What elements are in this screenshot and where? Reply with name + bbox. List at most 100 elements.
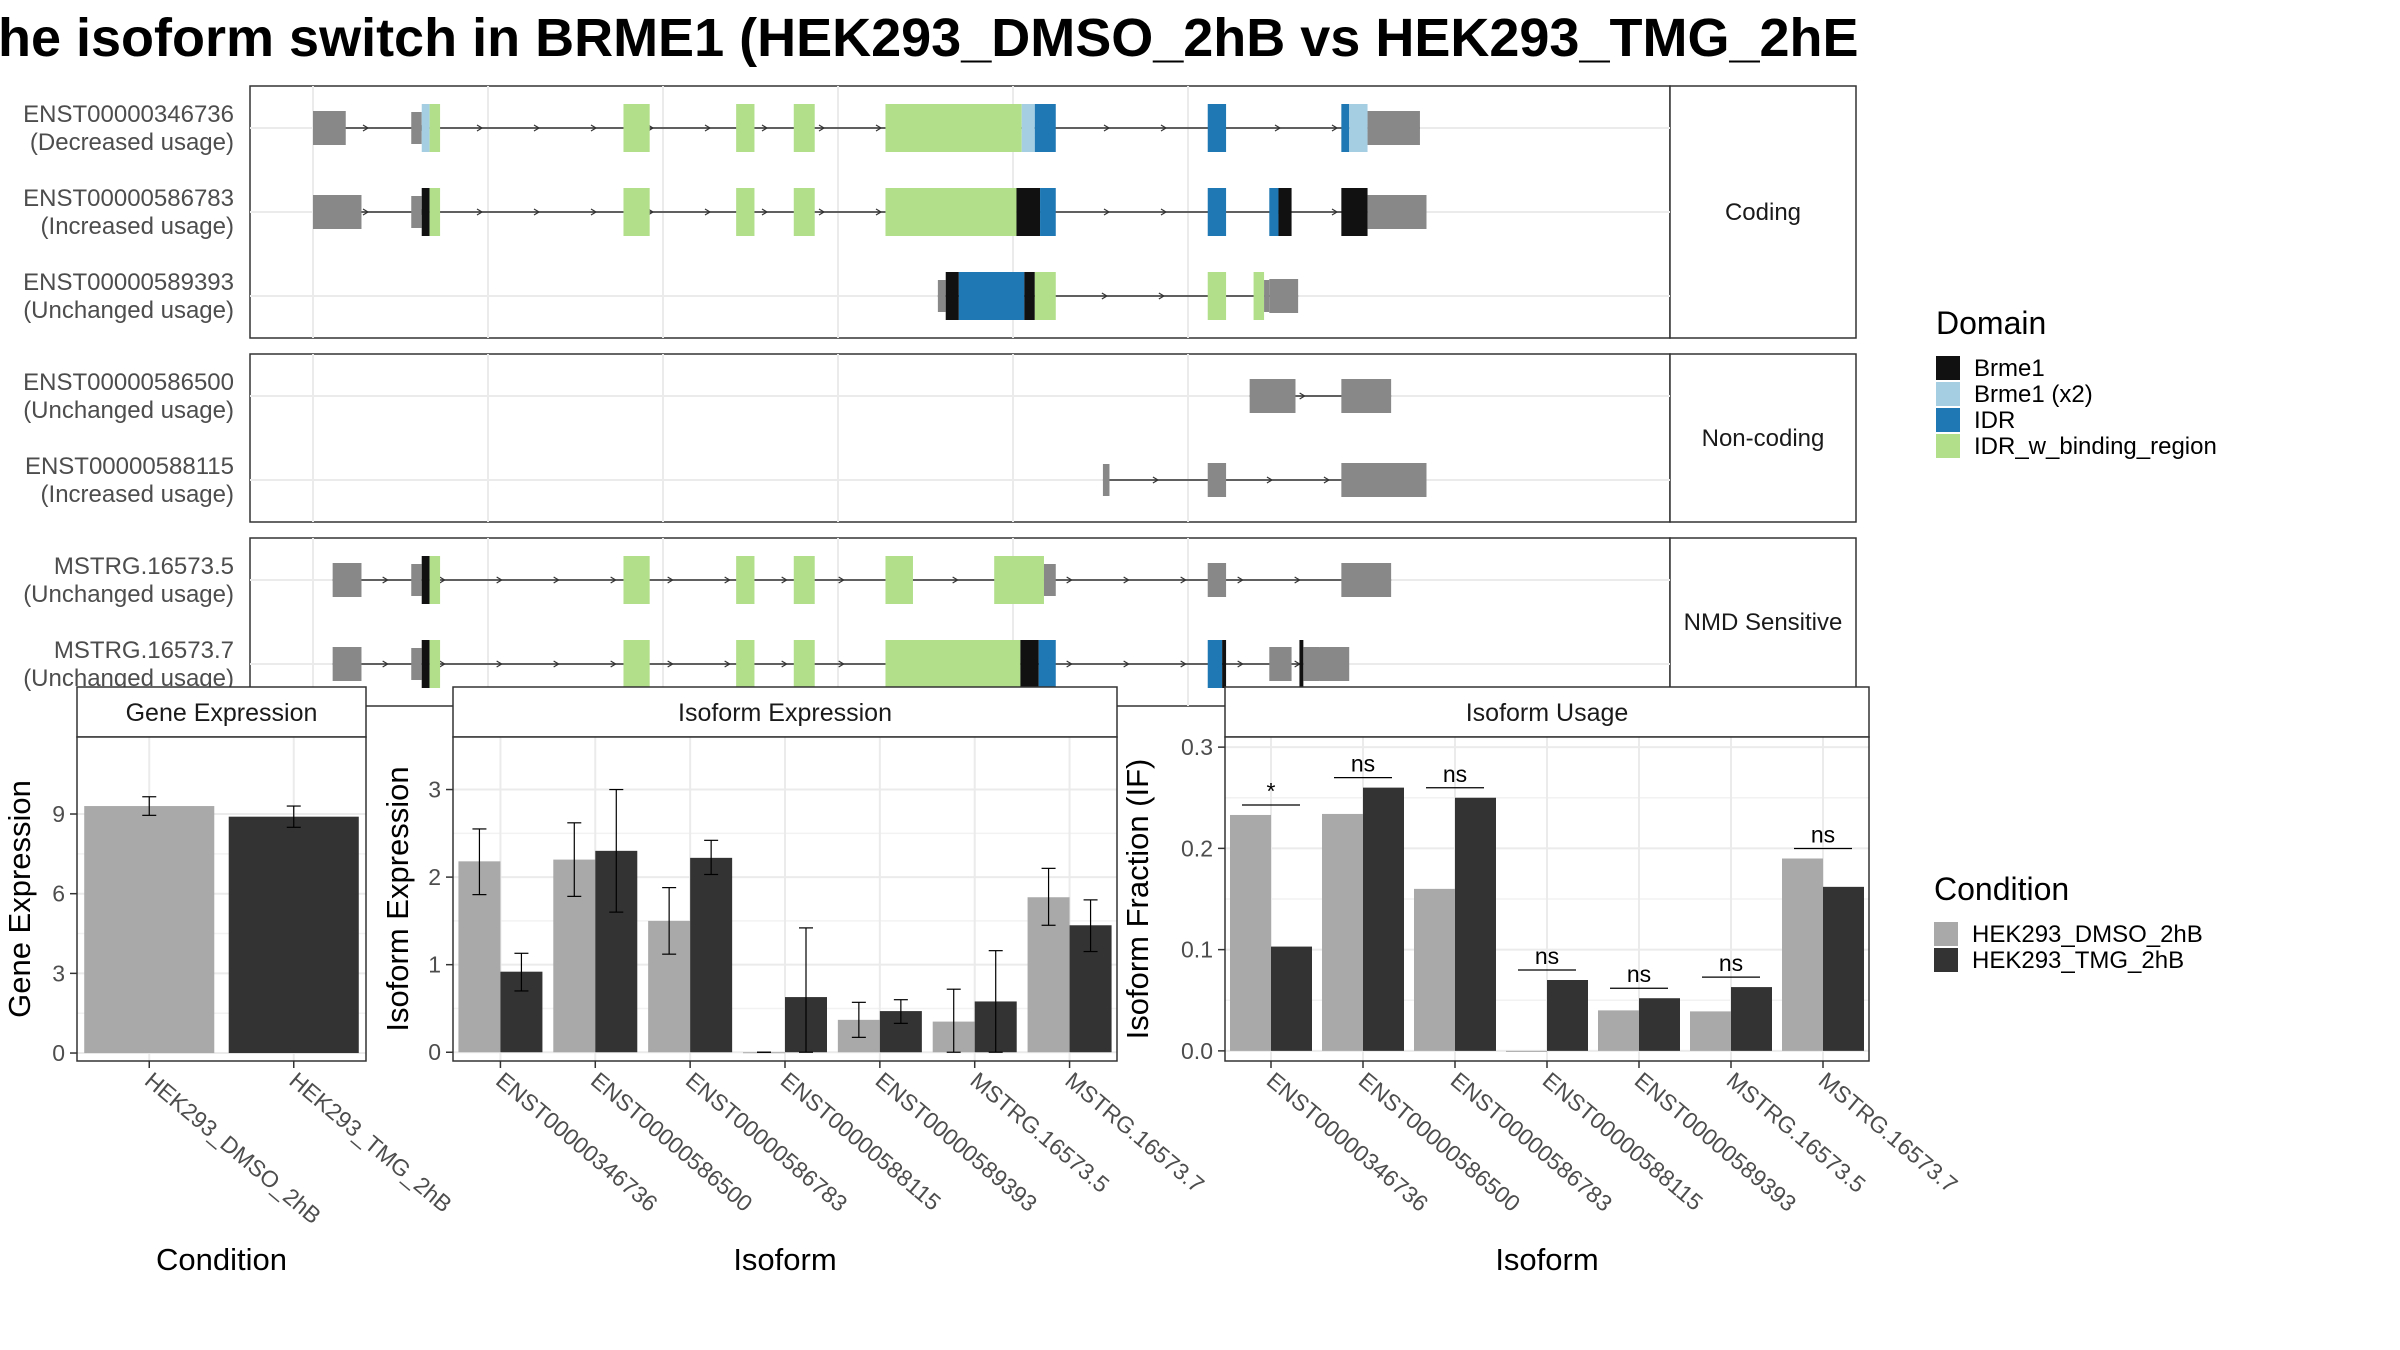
exon-block [1102, 464, 1110, 496]
transcript-usage: (Decreased usage) [30, 129, 234, 156]
intron-arrow [1160, 124, 1168, 132]
domain-block [623, 104, 650, 152]
isoform-usage-chart: Isoform Usage 0.0 0.1 0.2 0.3 ENST00000346736… [1120, 686, 1963, 1277]
intron-arrow [667, 660, 674, 668]
bar [1639, 998, 1680, 1051]
legend-swatch [1936, 356, 1960, 380]
intron-arrow [476, 208, 484, 216]
domain-block [1222, 640, 1227, 688]
intron-arrow [362, 208, 370, 216]
exon-block [1367, 111, 1420, 145]
bar [1506, 1050, 1547, 1052]
intron-arrow [761, 124, 769, 132]
y-tick-label: 6 [52, 881, 65, 907]
intron-arrow [382, 576, 389, 584]
domain-block [429, 640, 441, 688]
intron-arrow [553, 576, 560, 584]
domain-block [1207, 272, 1227, 320]
y-axis-label: Isoform Expression [380, 766, 415, 1031]
exon-block [411, 196, 422, 228]
domain-block [421, 640, 430, 688]
y-tick-label: 0 [52, 1040, 65, 1066]
intron-arrow [1266, 476, 1274, 484]
bar [1414, 888, 1455, 1051]
y-tick-label: 9 [52, 801, 65, 827]
intron-arrow [1101, 292, 1109, 300]
exon-block [332, 647, 362, 681]
domain-block [1034, 272, 1056, 320]
intron-arrow [1323, 476, 1331, 484]
bar [1230, 814, 1271, 1051]
exon-block [411, 112, 422, 144]
intron-arrow [362, 124, 370, 132]
legend-label: HEK293_DMSO_2hB [1972, 921, 2203, 948]
intron-arrow [1331, 124, 1339, 132]
domain-block [1278, 188, 1292, 236]
domain-block [1349, 104, 1368, 152]
domain-block [1253, 272, 1265, 320]
transcript-name: ENST00000588115 [25, 453, 234, 480]
domain-block [736, 556, 755, 604]
intron-arrow [1066, 660, 1073, 668]
intron-arrow [1123, 660, 1130, 668]
intron-arrow [610, 660, 617, 668]
panel-border [452, 736, 1118, 1062]
x-axis-label: Isoform [1495, 1242, 1598, 1277]
facet-label: Non-coding [1702, 425, 1825, 452]
significance-label: * [1267, 778, 1276, 804]
significance-label: ns [1535, 943, 1559, 969]
transcript-name: ENST00000589393 [23, 269, 234, 296]
intron-arrow [1180, 576, 1187, 584]
transcript-name: ENST00000346736 [23, 101, 234, 128]
bar [1322, 813, 1363, 1051]
significance-label: ns [1443, 761, 1467, 787]
domain-block [429, 188, 441, 236]
exon-block [411, 648, 422, 680]
x-tick-label: ENST00000588115 [776, 1067, 946, 1216]
intron-arrow [1103, 208, 1111, 216]
domain-block [623, 640, 650, 688]
x-tick-label: ENST00000588115 [1538, 1067, 1708, 1216]
exon-block [1207, 563, 1227, 597]
bar [690, 857, 733, 1053]
domain-block [958, 272, 1025, 320]
y-tick-label: 1 [428, 952, 441, 978]
intron-arrow [553, 660, 560, 668]
significance-label: ns [1627, 961, 1651, 987]
intron-arrow [1299, 392, 1306, 400]
intron-arrow [496, 576, 503, 584]
transcript-usage: (Unchanged usage) [23, 397, 234, 424]
isoform-expression-chart: Isoform Expression0123ENST00000346736ENS… [380, 686, 1209, 1277]
facet-label: Coding [1725, 199, 1801, 226]
intron-arrow [1237, 660, 1244, 668]
intron-arrow [1331, 208, 1339, 216]
legend-swatch [1936, 382, 1960, 406]
domain-block [736, 188, 755, 236]
legend-label: IDR_w_binding_region [1974, 433, 2217, 460]
domain-block [1020, 640, 1039, 688]
domain-block [885, 104, 1022, 152]
x-axis-label: Condition [156, 1242, 287, 1277]
domain-block [1040, 188, 1056, 236]
domain-block [1341, 104, 1350, 152]
domain-block [421, 104, 430, 152]
x-tick-label: ENST00000346736 [491, 1067, 663, 1217]
domain-block [1038, 640, 1056, 688]
legend-label: IDR [1974, 407, 2015, 434]
y-tick-label: 0.3 [1181, 734, 1213, 760]
bar [1731, 987, 1772, 1051]
domain-block [1341, 188, 1368, 236]
intron-arrow [704, 124, 712, 132]
intron-arrow [781, 576, 788, 584]
intron-arrow [704, 208, 712, 216]
intron-arrow [590, 124, 598, 132]
exon-block [1367, 195, 1427, 229]
domain-block [885, 556, 913, 604]
facet-strip [1669, 353, 1857, 523]
y-tick-label: 2 [428, 864, 441, 890]
intron-arrow [382, 660, 389, 668]
legend-title: Condition [1934, 871, 2069, 907]
intron-arrow [952, 576, 959, 584]
